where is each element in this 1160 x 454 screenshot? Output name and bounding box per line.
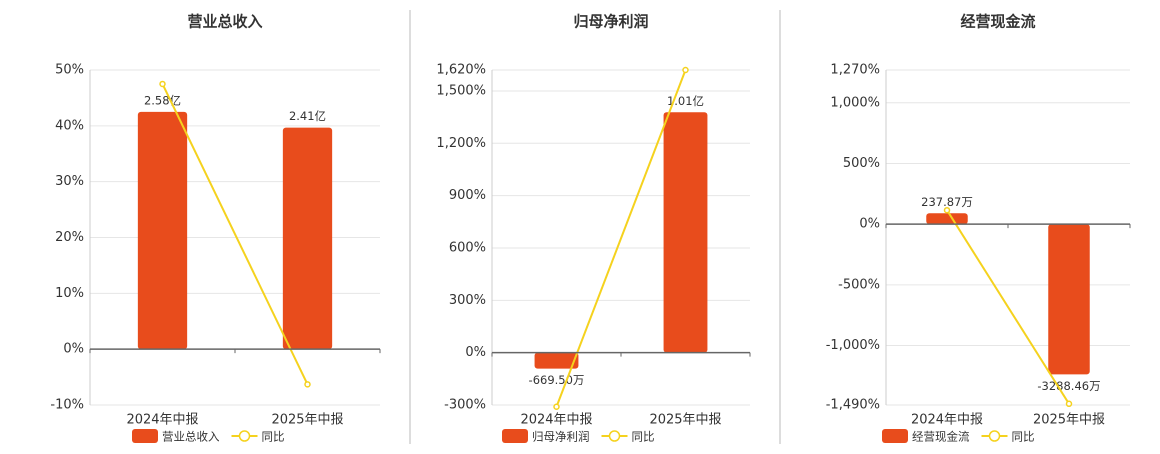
value-label: -669.50万: [529, 373, 585, 387]
y-tick-label: 1,270%: [830, 63, 880, 78]
y-tick-label: 0%: [859, 217, 880, 232]
x-tick-label: 2025年中报: [649, 413, 721, 428]
chart-title: 经营现金流: [960, 13, 1035, 31]
y-tick-label: 300%: [449, 293, 486, 308]
legend-point: [238, 430, 251, 442]
legend-swatch: [132, 429, 158, 443]
y-tick-label: 50%: [55, 63, 84, 78]
y-tick-label: 1,500%: [436, 83, 486, 98]
x-tick-label: 2024年中报: [520, 413, 592, 428]
legend-label: 归母净利润: [532, 430, 590, 444]
value-label: -3288.46万: [1037, 379, 1100, 393]
y-tick-label: 0%: [63, 342, 84, 357]
y-tick-label: 500%: [843, 156, 880, 171]
y-tick-label: -300%: [444, 398, 486, 413]
yoy-point: [943, 206, 951, 214]
bar: [1048, 224, 1090, 375]
yoy-point: [159, 80, 166, 88]
x-tick-label: 2024年中报: [126, 413, 198, 428]
x-tick-label: 2024年中报: [911, 413, 983, 428]
legend-point: [608, 430, 621, 442]
y-tick-label: 30%: [55, 174, 84, 189]
legend-swatch: [502, 429, 528, 443]
yoy-line: [946, 209, 1070, 405]
legend-point: [988, 430, 1001, 442]
yoy-point: [682, 66, 689, 74]
y-tick-label: 40%: [55, 118, 84, 133]
bar: [282, 127, 333, 350]
y-tick-label: 20%: [55, 230, 84, 245]
y-tick-label: 1,000%: [830, 95, 880, 110]
bar: [663, 112, 708, 353]
value-label: 1.01亿: [667, 94, 704, 108]
y-tick-label: -1,000%: [826, 338, 880, 353]
bar: [926, 213, 968, 225]
y-tick-label: -500%: [838, 277, 880, 292]
y-tick-label: 0%: [465, 345, 486, 360]
legend-label: 同比: [262, 430, 285, 444]
y-tick-label: 1,200%: [436, 136, 486, 151]
x-tick-label: 2025年中报: [1033, 413, 1105, 428]
legend-label: 经营现金流: [912, 430, 970, 444]
legend-swatch: [882, 429, 908, 443]
x-tick-label: 2025年中报: [271, 413, 343, 428]
yoy-point: [1065, 400, 1073, 408]
y-tick-label: 600%: [449, 240, 486, 255]
bar: [534, 352, 579, 369]
legend-label: 同比: [1012, 430, 1035, 444]
y-tick-label: -10%: [50, 398, 84, 413]
value-label: 237.87万: [921, 195, 973, 209]
y-tick-label: 1,620%: [436, 63, 486, 78]
legend-label: 同比: [632, 430, 655, 444]
chart-title: 营业总收入: [187, 13, 262, 31]
bar: [137, 111, 188, 350]
yoy-line: [555, 69, 687, 408]
y-tick-label: 10%: [55, 286, 84, 301]
chart-title: 归母净利润: [573, 13, 648, 31]
legend-label: 营业总收入: [162, 430, 220, 444]
yoy-point: [304, 381, 311, 388]
yoy-line: [161, 83, 309, 385]
y-tick-label: -1,490%: [826, 398, 880, 413]
yoy-point: [553, 403, 560, 410]
value-label: 2.58亿: [144, 93, 181, 107]
value-label: 2.41亿: [289, 109, 326, 123]
y-tick-label: 900%: [449, 188, 486, 203]
